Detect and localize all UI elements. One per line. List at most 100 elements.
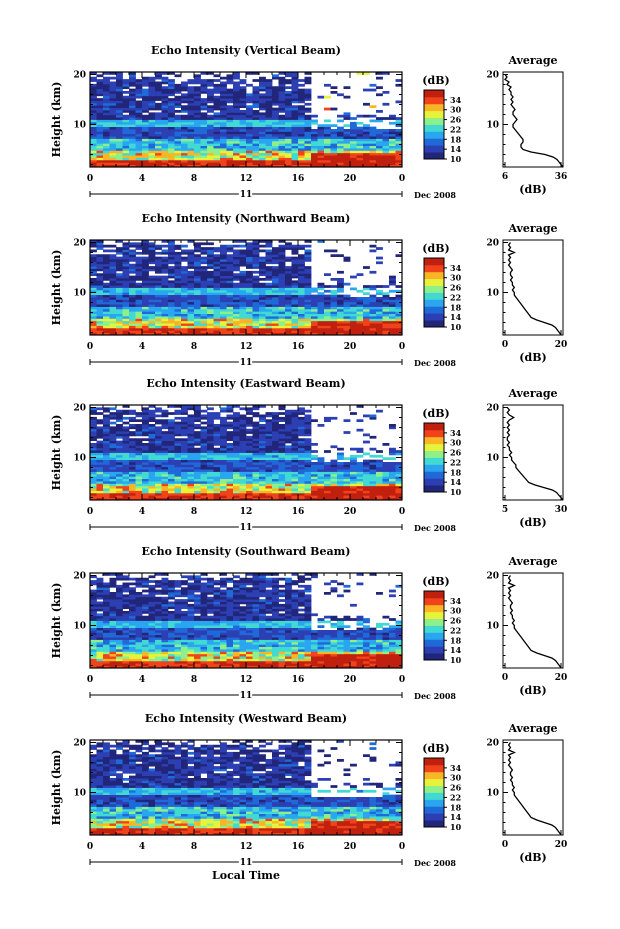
- heatmap-cell: [246, 266, 253, 269]
- heatmap-cell: [155, 488, 162, 491]
- heatmap-cell: [174, 155, 182, 158]
- heatmap-cell: [304, 469, 312, 472]
- heatmap-cell: [129, 332, 136, 336]
- heatmap-cell: [246, 112, 253, 116]
- heatmap-cell: [96, 287, 104, 291]
- heatmap-cell: [90, 140, 97, 144]
- heatmap-cell: [239, 285, 247, 288]
- heatmap-cell: [207, 424, 214, 427]
- heatmap-cell: [142, 249, 149, 253]
- heatmap-cell: [285, 105, 292, 109]
- heatmap-cell: [298, 481, 305, 484]
- heatmap-cell: [291, 469, 299, 472]
- average-y-tick-label: 10: [486, 289, 499, 299]
- heatmap-cell: [161, 263, 169, 267]
- heatmap-cell: [187, 259, 195, 262]
- heatmap-cell: [96, 150, 104, 154]
- heatmap-cell: [337, 157, 344, 161]
- heatmap-cell: [200, 126, 208, 130]
- heatmap-cell: [304, 414, 312, 418]
- heatmap-cell: [161, 133, 169, 137]
- heatmap-cell: [220, 292, 227, 296]
- heatmap-cell: [395, 325, 403, 329]
- heatmap-cell: [317, 133, 325, 137]
- heatmap-cell: [337, 452, 344, 456]
- heatmap-cell: [122, 124, 130, 128]
- heatmap-cell: [187, 261, 195, 265]
- heatmap-cell: [285, 447, 292, 451]
- heatmap-cell: [109, 266, 117, 269]
- heatmap-cell: [207, 292, 214, 296]
- colorbar-swatch: [424, 264, 444, 268]
- heatmap-cell: [200, 275, 208, 279]
- heatmap-cell: [265, 330, 273, 334]
- heatmap-cell: [90, 419, 97, 423]
- heatmap-cell: [207, 481, 214, 484]
- heatmap-cell: [226, 79, 234, 82]
- heatmap-cell: [239, 88, 247, 92]
- heatmap-cell: [200, 157, 208, 161]
- heatmap-cell: [265, 287, 273, 291]
- heatmap-cell: [252, 124, 260, 128]
- heatmap-cell: [129, 419, 136, 423]
- heatmap-cell: [122, 121, 130, 125]
- colorbar-swatch: [424, 311, 444, 314]
- heatmap-cell: [174, 289, 182, 293]
- heatmap-cell: [129, 483, 136, 487]
- heatmap-cell: [194, 416, 201, 420]
- heatmap-cell: [259, 492, 266, 496]
- heatmap-cell: [239, 145, 247, 149]
- heatmap-cell: [148, 131, 156, 135]
- heatmap-cell: [174, 299, 182, 303]
- heatmap-cell: [174, 308, 182, 312]
- heatmap-cell: [226, 278, 234, 281]
- heatmap-cell: [317, 148, 325, 151]
- heatmap-cell: [96, 110, 104, 113]
- heatmap-cell: [168, 306, 175, 310]
- heatmap-cell: [135, 155, 143, 158]
- heatmap-cell: [259, 424, 266, 427]
- heatmap-cell: [252, 72, 260, 75]
- heatmap-cell: [213, 447, 221, 451]
- heatmap-cell: [155, 93, 162, 97]
- heatmap-cell: [376, 454, 383, 458]
- heatmap-cell: [363, 492, 370, 496]
- heatmap-cell: [343, 299, 351, 303]
- heatmap-cell: [220, 466, 227, 470]
- heatmap-cell: [272, 249, 279, 253]
- heatmap-cell: [90, 443, 97, 446]
- heatmap-cell: [213, 124, 221, 128]
- heatmap-cell: [187, 426, 195, 430]
- heatmap-cell: [148, 306, 156, 310]
- heatmap-cell: [200, 299, 208, 303]
- heatmap-cell: [291, 270, 299, 274]
- heatmap-cell: [233, 297, 240, 300]
- heatmap-cell: [103, 159, 110, 163]
- heatmap-cell: [90, 473, 97, 477]
- heatmap-cell: [376, 466, 383, 470]
- heatmap-cell: [233, 275, 240, 279]
- heatmap-cell: [129, 136, 136, 139]
- heatmap-cell: [226, 155, 234, 158]
- heatmap-cell: [220, 476, 227, 480]
- heatmap-cell: [304, 294, 312, 298]
- heatmap-cell: [278, 159, 286, 163]
- heatmap-cell: [298, 471, 305, 475]
- heatmap-cell: [252, 424, 260, 427]
- heatmap-cell: [285, 74, 292, 78]
- heatmap-cell: [200, 481, 208, 484]
- heatmap-cell: [382, 117, 390, 120]
- heatmap-cell: [116, 473, 123, 477]
- heatmap-cell: [135, 107, 143, 111]
- heatmap-cell: [350, 157, 357, 161]
- heatmap-cell: [233, 86, 240, 90]
- heatmap-cell: [148, 145, 156, 149]
- heatmap-cell: [90, 72, 97, 75]
- heatmap-cell: [337, 143, 344, 147]
- colorbar-swatch: [424, 121, 444, 124]
- heatmap-cell: [168, 431, 175, 434]
- heatmap-cell: [161, 414, 169, 418]
- heatmap-cell: [252, 433, 260, 437]
- heatmap-cell: [135, 256, 143, 260]
- heatmap-cell: [369, 285, 377, 288]
